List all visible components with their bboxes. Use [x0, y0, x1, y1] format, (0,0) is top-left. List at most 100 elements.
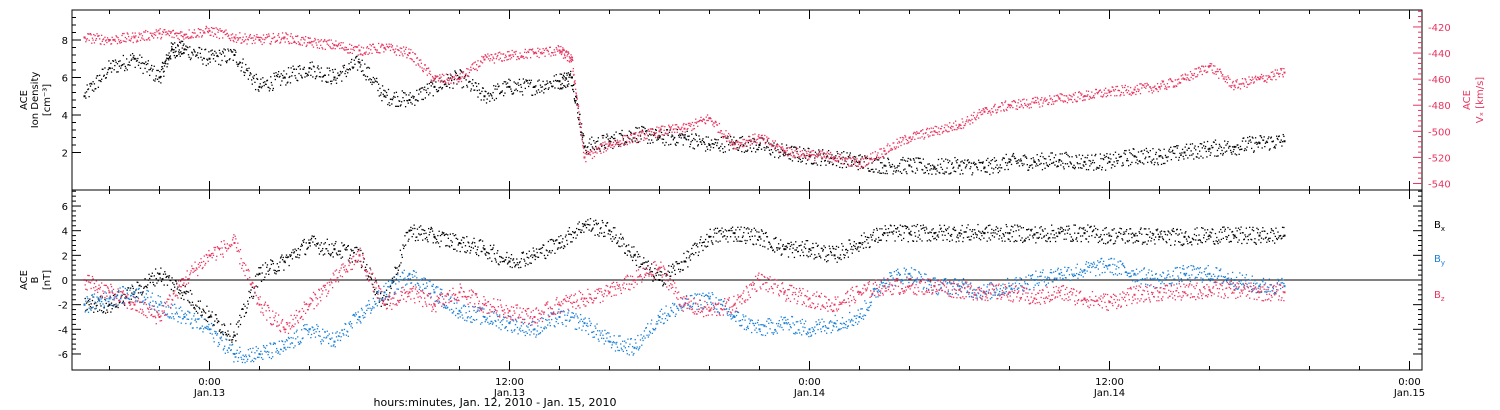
data-dot	[759, 141, 761, 144]
data-dot	[966, 116, 969, 118]
data-dot	[689, 143, 692, 145]
data-dot	[145, 63, 148, 66]
data-dot	[1188, 147, 1190, 150]
data-dot	[370, 81, 372, 83]
data-dot	[525, 56, 527, 58]
data-dot	[947, 126, 950, 128]
data-dot	[799, 150, 801, 153]
data-dot	[208, 51, 210, 53]
data-dot	[576, 112, 579, 114]
data-dot	[687, 127, 689, 130]
data-dot	[235, 34, 237, 36]
data-dot	[1186, 77, 1188, 79]
data-dot	[574, 100, 576, 102]
data-dot	[691, 121, 694, 124]
data-dot	[156, 78, 159, 80]
data-dot	[578, 118, 580, 120]
data-dot	[676, 128, 678, 131]
data-dot	[273, 269, 275, 271]
data-dot	[422, 98, 425, 101]
data-dot	[170, 279, 172, 282]
data-dot	[129, 64, 131, 66]
data-dot	[380, 45, 382, 47]
data-dot	[1019, 160, 1021, 162]
data-dot	[889, 164, 891, 166]
data-dot	[1242, 137, 1244, 140]
data-dot	[305, 72, 307, 75]
data-dot	[125, 41, 127, 43]
data-dot	[229, 335, 231, 337]
data-dot	[790, 154, 792, 157]
data-dot	[88, 95, 90, 98]
data-dot	[696, 243, 698, 245]
data-dot	[1029, 164, 1032, 167]
data-dot	[1259, 135, 1261, 137]
data-dot	[1179, 82, 1181, 84]
data-dot	[247, 303, 250, 305]
data-dot	[435, 76, 438, 78]
data-dot	[887, 157, 889, 159]
data-dot	[399, 105, 401, 107]
data-dot	[956, 126, 959, 129]
data-dot	[1057, 95, 1059, 98]
data-dot	[297, 35, 299, 37]
data-dot	[1158, 148, 1160, 150]
data-dot	[571, 241, 573, 243]
data-dot	[200, 29, 202, 31]
data-dot	[825, 164, 827, 166]
data-dot	[656, 271, 659, 274]
data-dot	[193, 29, 196, 31]
data-dot	[528, 49, 530, 51]
data-dot	[204, 28, 207, 30]
data-dot	[1154, 88, 1157, 90]
data-dot	[608, 141, 610, 143]
data-dot	[427, 67, 430, 69]
data-dot	[734, 148, 736, 150]
data-dot	[143, 39, 146, 41]
data-dot	[1231, 146, 1234, 148]
data-dot	[1203, 141, 1205, 143]
data-dot	[1135, 156, 1138, 158]
data-dot	[705, 116, 707, 118]
data-dot	[221, 29, 223, 32]
data-dot	[293, 40, 296, 42]
data-dot	[930, 127, 932, 129]
data-dot	[316, 67, 319, 69]
data-dot	[489, 257, 491, 259]
data-dot	[803, 154, 805, 156]
data-dot	[447, 237, 450, 240]
data-dot	[738, 141, 740, 144]
data-dot	[568, 76, 570, 78]
data-dot	[877, 159, 880, 161]
data-dot	[907, 142, 909, 144]
data-dot	[397, 95, 399, 98]
data-dot	[546, 80, 548, 82]
data-dot	[650, 270, 652, 273]
data-dot	[815, 155, 817, 158]
data-dot	[745, 141, 747, 144]
data-dot	[468, 75, 470, 78]
data-dot	[1091, 154, 1093, 156]
data-dot	[1026, 163, 1028, 166]
data-dot	[863, 161, 865, 163]
data-dot	[1270, 71, 1273, 74]
data-dot	[205, 64, 207, 67]
data-dot	[385, 91, 388, 94]
data-dot	[1166, 156, 1168, 159]
data-dot	[1125, 89, 1127, 92]
data-dot	[310, 42, 312, 44]
data-dot	[891, 149, 893, 151]
data-dot	[973, 111, 975, 114]
data-dot	[137, 40, 139, 43]
data-dot	[785, 245, 788, 247]
data-dot	[526, 79, 528, 82]
y-tick-label: 0	[62, 276, 68, 287]
data-dot	[746, 150, 748, 153]
data-dot	[97, 298, 100, 300]
data-dot	[1252, 151, 1255, 153]
data-dot	[647, 142, 649, 144]
data-dot	[1166, 82, 1169, 85]
data-dot	[549, 46, 551, 48]
data-dot	[198, 306, 200, 309]
data-dot	[604, 141, 606, 143]
